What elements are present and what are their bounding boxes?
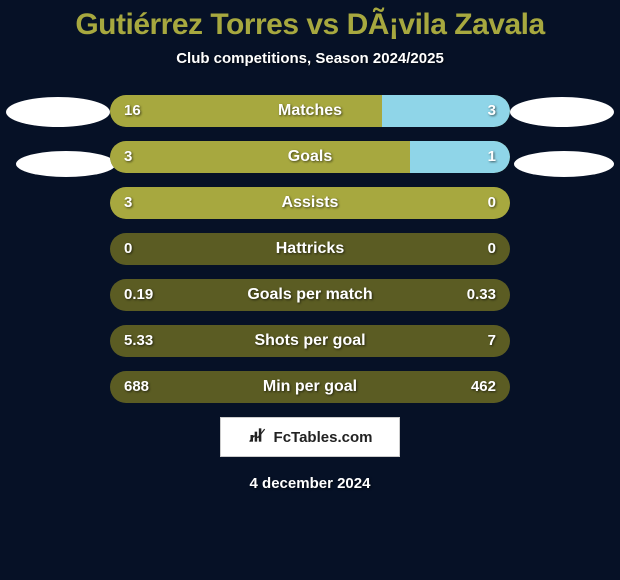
stat-value-left: 0.19 bbox=[124, 279, 153, 311]
stat-label: Min per goal bbox=[110, 371, 510, 403]
stat-bar: Shots per goal5.33 7 bbox=[110, 325, 510, 357]
stat-label: Goals per match bbox=[110, 279, 510, 311]
page-title: Gutiérrez Torres vs DÃ¡vila Zavala bbox=[0, 0, 620, 42]
brand-text: FcTables.com bbox=[274, 429, 373, 446]
team-badge-right-1 bbox=[510, 97, 614, 127]
stat-label: Shots per goal bbox=[110, 325, 510, 357]
stat-value-right: 0 bbox=[488, 187, 496, 219]
team-badge-left-2 bbox=[16, 151, 116, 177]
vs-separator: vs bbox=[306, 8, 338, 41]
stat-value-right: 0 bbox=[488, 233, 496, 265]
stat-bar: Assists3 0 bbox=[110, 187, 510, 219]
stat-value-left: 5.33 bbox=[124, 325, 153, 357]
stat-value-right: 1 bbox=[488, 141, 496, 173]
subtitle: Club competitions, Season 2024/2025 bbox=[0, 50, 620, 67]
team-badge-left-1 bbox=[6, 97, 110, 127]
stat-value-right: 0.33 bbox=[467, 279, 496, 311]
stat-bar: Goals per match0.19 0.33 bbox=[110, 279, 510, 311]
stat-value-right: 3 bbox=[488, 95, 496, 127]
stat-bars: Matches163Goals31Assists30Hattricks00Goa… bbox=[110, 95, 510, 403]
stat-value-left: 16 bbox=[124, 95, 141, 127]
team-badge-right-2 bbox=[514, 151, 614, 177]
stat-value-right: 462 bbox=[471, 371, 496, 403]
stat-value-left: 3 bbox=[124, 187, 132, 219]
stat-value-left: 0 bbox=[124, 233, 132, 265]
player-right-name: DÃ¡vila Zavala bbox=[347, 8, 545, 41]
stat-bar: Hattricks0 0 bbox=[110, 233, 510, 265]
player-left-name: Gutiérrez Torres bbox=[75, 8, 298, 41]
stat-value-left: 688 bbox=[124, 371, 149, 403]
stat-label: Assists bbox=[110, 187, 510, 219]
stats-area: Matches163Goals31Assists30Hattricks00Goa… bbox=[0, 95, 620, 492]
stat-label: Hattricks bbox=[110, 233, 510, 265]
stat-bar: Min per goal688 462 bbox=[110, 371, 510, 403]
stat-bar: Goals3 1 bbox=[110, 141, 510, 173]
stat-label: Matches bbox=[110, 95, 510, 127]
comparison-card: Gutiérrez Torres vs DÃ¡vila Zavala Club … bbox=[0, 0, 620, 580]
stat-value-right: 7 bbox=[488, 325, 496, 357]
stat-bar: Matches16 3 bbox=[110, 95, 510, 127]
chart-icon bbox=[248, 425, 268, 450]
stat-label: Goals bbox=[110, 141, 510, 173]
brand-badge: FcTables.com bbox=[220, 417, 400, 457]
footer-date: 4 december 2024 bbox=[0, 475, 620, 492]
stat-value-left: 3 bbox=[124, 141, 132, 173]
